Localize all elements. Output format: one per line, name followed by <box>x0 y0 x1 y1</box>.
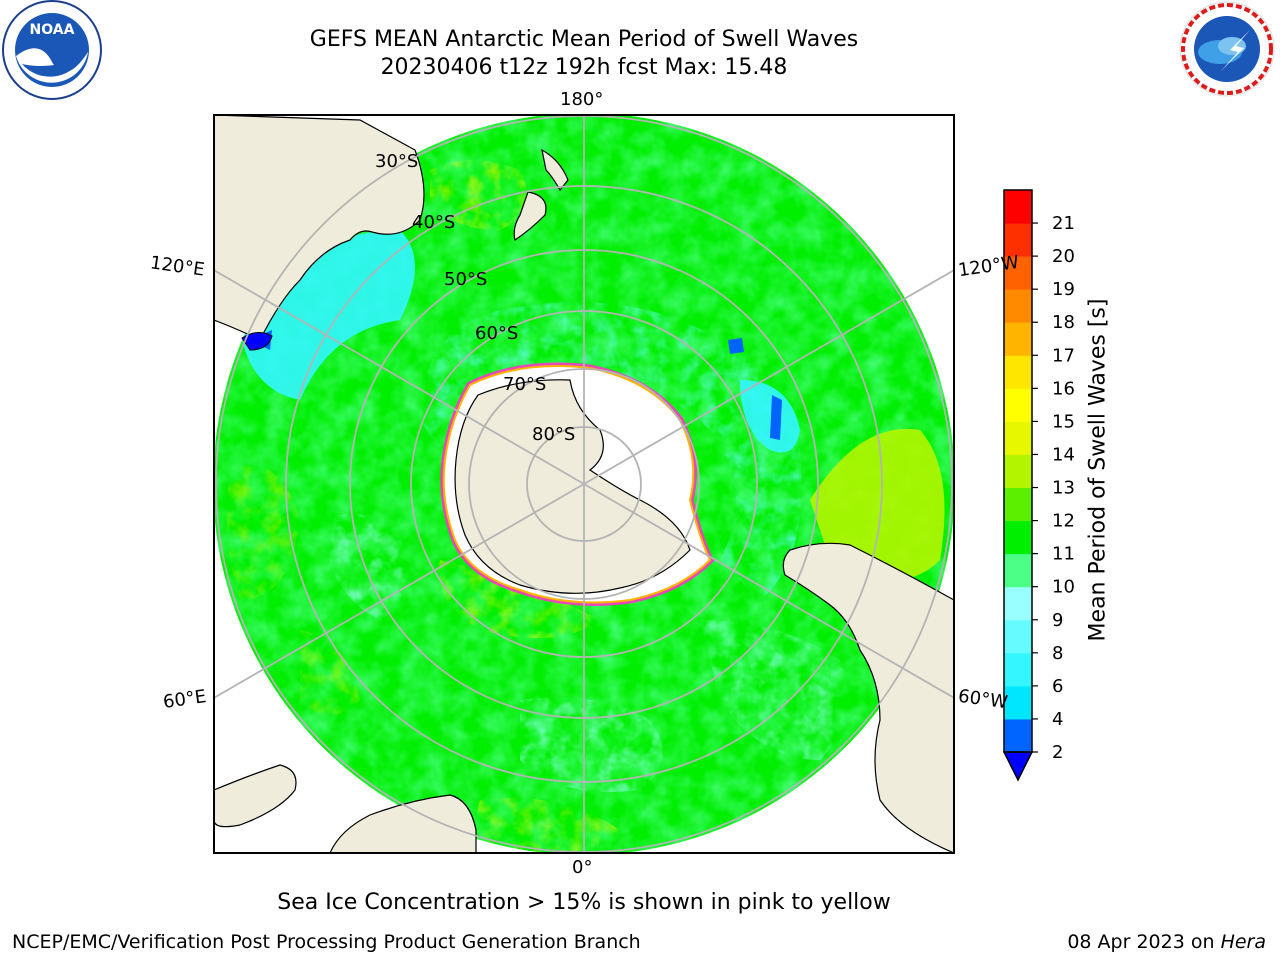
colorbar-segment <box>1004 619 1032 654</box>
colorbar-segment <box>1004 553 1032 588</box>
colorbar-tick-label: 13 <box>1052 478 1075 499</box>
colorbar-segment <box>1004 454 1032 489</box>
colorbar-segment <box>1004 256 1032 290</box>
colorbar-tick-label: 11 <box>1052 544 1075 565</box>
map-title: GEFS MEAN Antarctic Mean Period of Swell… <box>309 27 859 52</box>
land-new-zealand <box>513 148 569 241</box>
lon-label-180: 180° <box>560 89 604 110</box>
antarctica <box>440 362 715 606</box>
colorbar-tick-label: 4 <box>1052 709 1063 730</box>
swell-yellow-zone <box>226 160 945 853</box>
colorbar-segment <box>1004 388 1032 422</box>
swell-cyan-zone <box>240 230 847 792</box>
colorbar-tick-label: 10 <box>1052 577 1075 598</box>
lat-label-30s: 30°S <box>375 151 419 172</box>
colorbar-tick-label: 15 <box>1052 411 1075 432</box>
colorbar-tick-label: 20 <box>1052 246 1075 267</box>
colorbar-under-triangle <box>1002 751 1034 782</box>
lon-label-0: 0° <box>572 857 593 878</box>
colorbar-segment <box>1004 190 1032 224</box>
lat-label-80s: 80°S <box>532 424 576 445</box>
footer-date-text: 08 Apr 2023 on <box>1067 931 1221 953</box>
colorbar-segment <box>1004 289 1032 323</box>
colorbar-segment <box>1004 487 1032 522</box>
map-subtitle: 20230406 t12z 192h fcst Max: 15.48 <box>380 55 788 80</box>
map-frame <box>213 114 955 854</box>
colorbar-tick-label: 12 <box>1052 511 1075 532</box>
land-south-america <box>782 542 954 853</box>
land-africa <box>329 794 477 853</box>
colorbar-tick-label: 9 <box>1052 610 1063 631</box>
colorbar-outline <box>1003 189 1033 753</box>
land-tasmania <box>241 332 273 351</box>
lat-label-70s: 70°S <box>503 374 547 395</box>
noaa-logo-text: NOAA <box>30 22 75 38</box>
colorbar-segment <box>1004 652 1032 687</box>
lat-label-50s: 50°S <box>444 269 488 290</box>
colorbar-tick-label: 18 <box>1052 312 1075 333</box>
colorbar-segment <box>1004 520 1032 555</box>
colorbar-segment <box>1004 421 1032 455</box>
colorbar-tick-label: 21 <box>1052 213 1075 234</box>
colorbar-segment <box>1004 586 1032 621</box>
footer-date: 08 Apr 2023 on Hera <box>1067 931 1266 953</box>
colorbar-tick-label: 2 <box>1052 742 1063 763</box>
land-madagascar <box>214 764 297 828</box>
lat-label-60s: 60°S <box>475 323 519 344</box>
colorbar-segment <box>1004 355 1032 389</box>
sea-ice-caption: Sea Ice Concentration > 15% is shown in … <box>277 890 891 915</box>
colorbar-tick-label: 17 <box>1052 345 1075 366</box>
colorbar-title: Mean Period of Swell Waves [s] <box>1085 298 1111 642</box>
colorbar-tick-label: 16 <box>1052 378 1075 399</box>
colorbar-segment <box>1004 685 1032 720</box>
footer-credit: NCEP/EMC/Verification Post Processing Pr… <box>12 931 641 953</box>
lat-label-40s: 40°S <box>412 212 456 233</box>
colorbar-tick-label: 14 <box>1052 444 1075 465</box>
footer-machine: Hera <box>1220 931 1266 953</box>
colorbar-segment <box>1004 223 1032 257</box>
colorbar-tick-label: 6 <box>1052 676 1063 697</box>
colorbar: 2 4 6 8 9 10 11 12 13 14 15 16 17 18 19 20 21 <box>1002 189 1075 782</box>
noaa-logo: NOAA <box>2 0 102 100</box>
colorbar-segment <box>1004 322 1032 356</box>
colorbar-segment <box>1004 718 1032 753</box>
nws-logo <box>1179 1 1275 97</box>
colorbar-tick-label: 8 <box>1052 643 1063 664</box>
colorbar-tick-label: 19 <box>1052 279 1075 300</box>
